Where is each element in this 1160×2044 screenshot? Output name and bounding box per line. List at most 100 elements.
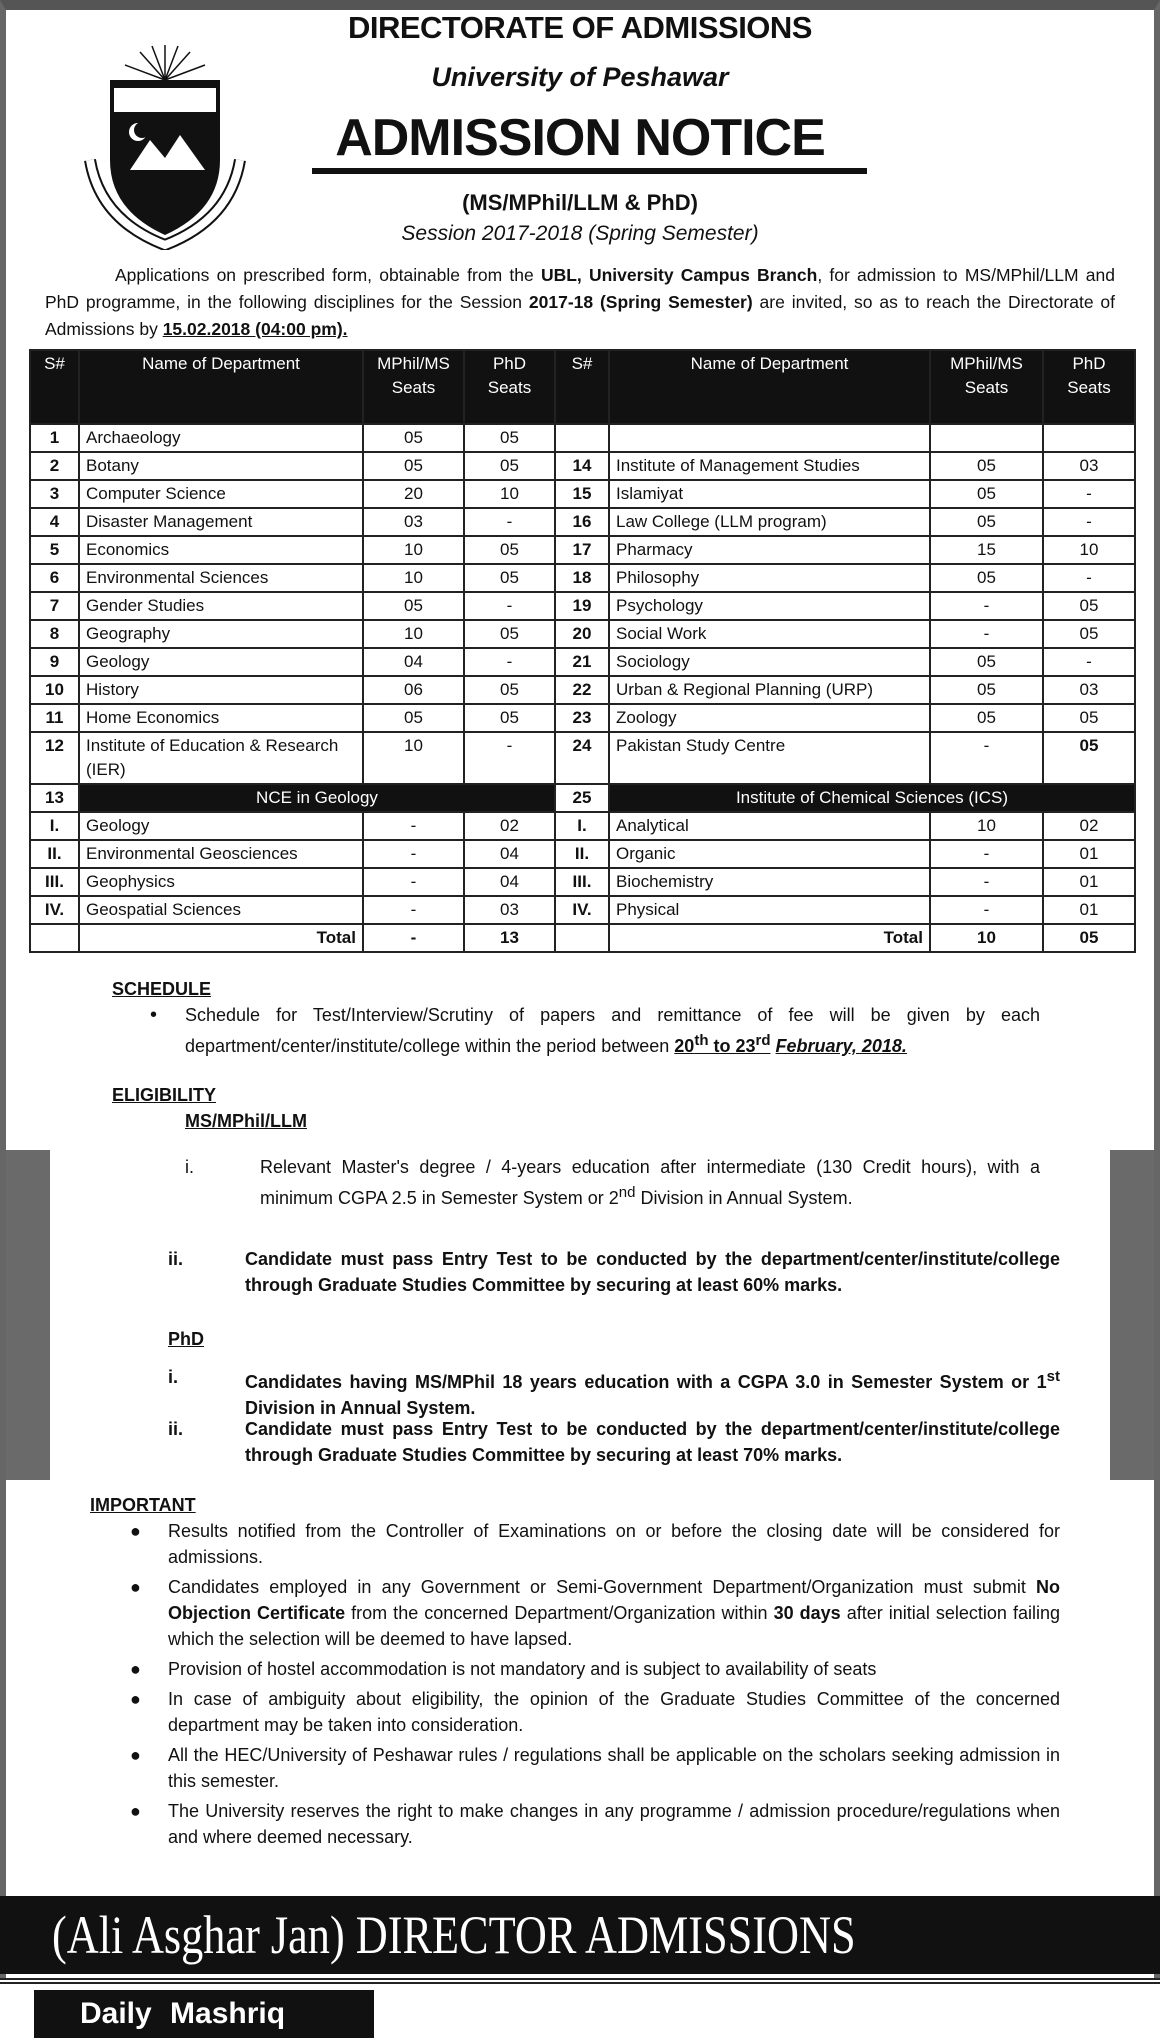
table-cell: Physical bbox=[608, 895, 931, 925]
eligibility-heading: ELIGIBILITY bbox=[112, 1085, 217, 1105]
table-cell: 01 bbox=[1042, 839, 1136, 869]
table-cell: - bbox=[929, 867, 1044, 897]
important-item: ● In case of ambiguity about eligibility,… bbox=[130, 1686, 1060, 1738]
table-cell: Organic bbox=[608, 839, 931, 869]
table-cell: - bbox=[362, 867, 465, 897]
table-cell: 10 bbox=[929, 923, 1044, 953]
table-cell: - bbox=[929, 619, 1044, 649]
table-cell: 25 bbox=[554, 783, 610, 813]
table-cell: 05 bbox=[362, 591, 465, 621]
table-cell: 04 bbox=[463, 867, 556, 897]
table-cell: 3 bbox=[29, 479, 80, 509]
schedule-heading: SCHEDULE bbox=[112, 979, 212, 999]
table-cell bbox=[608, 423, 931, 453]
table-cell: 18 bbox=[554, 563, 610, 593]
directorate-title: DIRECTORATE OF ADMISSIONS bbox=[347, 10, 813, 45]
table-cell: 05 bbox=[362, 423, 465, 453]
table-cell: Analytical bbox=[608, 811, 931, 841]
bullet-icon: • bbox=[150, 1004, 158, 1026]
table-cell: 04 bbox=[362, 647, 465, 677]
item-number: i. bbox=[168, 1367, 179, 1387]
table-cell: 05 bbox=[362, 451, 465, 481]
table-cell: 14 bbox=[554, 451, 610, 481]
table-cell bbox=[929, 423, 1044, 453]
table-cell: 05 bbox=[463, 451, 556, 481]
table-row: 9 Geology 04-21 Sociology 05- bbox=[29, 647, 1136, 677]
table-cell: 05 bbox=[929, 647, 1044, 677]
side-border-left bbox=[6, 1150, 50, 1480]
important-item: ● Provision of hostel accommodation is no… bbox=[130, 1656, 1060, 1682]
bullet-icon: ● bbox=[130, 1521, 141, 1541]
table-cell: 05 bbox=[463, 535, 556, 565]
table-cell: 9 bbox=[29, 647, 80, 677]
table-cell: Sociology bbox=[608, 647, 931, 677]
table-row: III. Geophysics -04 III. Biochemistry -01 bbox=[29, 867, 1136, 897]
table-cell: 10 bbox=[29, 675, 80, 705]
table-cell: 10 bbox=[362, 535, 465, 565]
table-cell: Institute of Education & Research (IER) bbox=[78, 731, 364, 785]
table-cell: 05 bbox=[463, 423, 556, 453]
total-row: Total -13 Total 10 05 bbox=[29, 923, 1136, 953]
session: Session 2017-2018 (Spring Semester) bbox=[401, 222, 759, 245]
table-cell: 6 bbox=[29, 563, 80, 593]
table-row: 4 Disaster Management 03-16 Law College (LL… bbox=[29, 507, 1136, 537]
item-number: i. bbox=[185, 1157, 194, 1177]
table-cell: 20 bbox=[362, 479, 465, 509]
table-cell: Biochemistry bbox=[608, 867, 931, 897]
table-cell: 17 bbox=[554, 535, 610, 565]
university-logo bbox=[84, 45, 246, 250]
table-cell: Economics bbox=[78, 535, 364, 565]
table-cell: Geophysics bbox=[78, 867, 364, 897]
table-cell: Total bbox=[78, 923, 364, 953]
bullet-icon: ● bbox=[130, 1659, 141, 1679]
table-cell: Geology bbox=[78, 811, 364, 841]
table-cell: Archaeology bbox=[78, 423, 364, 453]
bullet-icon: ● bbox=[130, 1801, 141, 1821]
phd-heading: PhD bbox=[168, 1329, 204, 1349]
table-cell: Pakistan Study Centre bbox=[608, 731, 931, 785]
table-cell: 1 bbox=[29, 423, 80, 453]
director-signature-bar: (Ali Asghar Jan) DIRECTOR ADMISSIONS bbox=[0, 1896, 1160, 1974]
table-cell: - bbox=[1042, 507, 1136, 537]
table-row: 7 Gender Studies 05-19 Psychology -05 bbox=[29, 591, 1136, 621]
table-cell: 13 bbox=[463, 923, 556, 953]
table-row: IV. Geospatial Sciences -03 IV. Physical -01 bbox=[29, 895, 1136, 925]
column-header: MPhil/MS Seats bbox=[929, 349, 1044, 425]
table-cell: 12 bbox=[29, 731, 80, 785]
table-cell: 5 bbox=[29, 535, 80, 565]
column-header: MPhil/MS Seats bbox=[362, 349, 465, 425]
table-cell: Environmental Geosciences bbox=[78, 839, 364, 869]
item-number: ii. bbox=[168, 1419, 184, 1439]
table-cell bbox=[1042, 423, 1136, 453]
table-cell: - bbox=[929, 591, 1044, 621]
table-cell: 03 bbox=[463, 895, 556, 925]
table-cell: 03 bbox=[1042, 451, 1136, 481]
table-cell: 10 bbox=[463, 479, 556, 509]
side-border-right bbox=[1110, 1150, 1154, 1480]
table-row: 2 Botany 05 05 14 Institute of Management Stu… bbox=[29, 451, 1136, 481]
table-cell: II. bbox=[29, 839, 80, 869]
table-cell: - bbox=[1042, 479, 1136, 509]
table-row: 3 Computer Science 20 10 15 Islamiyat 05- bbox=[29, 479, 1136, 509]
important-item: ● All the HEC/University of Peshawar rule… bbox=[130, 1742, 1060, 1794]
table-cell: 4 bbox=[29, 507, 80, 537]
table-cell: Institute of Management Studies bbox=[608, 451, 931, 481]
table-cell: 7 bbox=[29, 591, 80, 621]
table-cell: 11 bbox=[29, 703, 80, 733]
table-cell: 01 bbox=[1042, 867, 1136, 897]
column-header: S# bbox=[554, 349, 610, 425]
table-cell: Psychology bbox=[608, 591, 931, 621]
important-heading: IMPORTANT bbox=[90, 1495, 196, 1515]
title-underline bbox=[312, 168, 867, 174]
phd-criterion-1: Candidates having MS/MPhil 18 years educ… bbox=[245, 1368, 1060, 1418]
table-cell: Urban & Regional Planning (URP) bbox=[608, 675, 931, 705]
table-cell: Islamiyat bbox=[608, 479, 931, 509]
divider bbox=[0, 1978, 1160, 1984]
table-cell: I. bbox=[29, 811, 80, 841]
table-cell: Botany bbox=[78, 451, 364, 481]
important-item: ● The University reserves the right to ma… bbox=[130, 1798, 1060, 1850]
column-header: Name of Department bbox=[78, 349, 364, 425]
table-cell: Pharmacy bbox=[608, 535, 931, 565]
table-cell: NCE in Geology bbox=[78, 783, 556, 813]
bullet-icon: ● bbox=[130, 1577, 141, 1597]
